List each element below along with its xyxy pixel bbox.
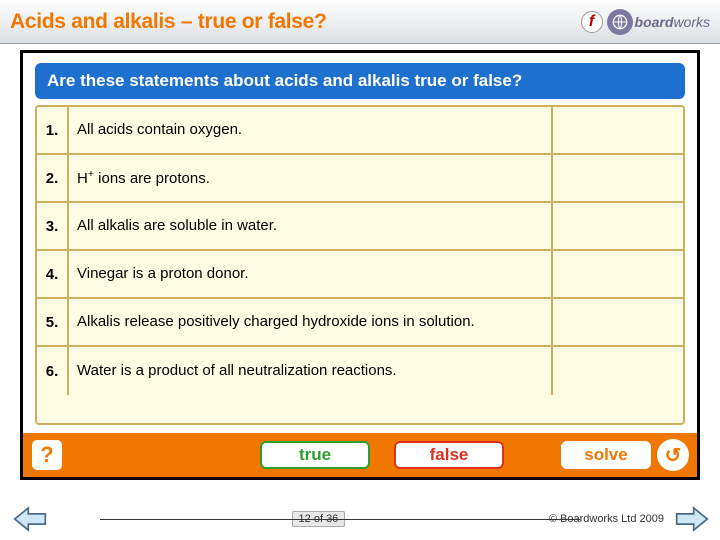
row-statement: All alkalis are soluble in water. — [69, 203, 553, 249]
footer-divider — [100, 519, 580, 520]
page-title: Acids and alkalis – true or false? — [10, 10, 581, 34]
table-row: 1. All acids contain oxygen. — [37, 107, 683, 155]
statements-table: 1. All acids contain oxygen. 2. H+ ions … — [35, 105, 685, 425]
row-answer-slot[interactable] — [553, 299, 683, 345]
row-statement: Alkalis release positively charged hydro… — [69, 299, 553, 345]
reset-button[interactable]: ↺ — [657, 439, 689, 471]
row-number: 4. — [37, 251, 69, 297]
row-number: 1. — [37, 107, 69, 153]
row-number: 2. — [37, 155, 69, 201]
solve-button[interactable]: solve — [561, 441, 651, 469]
row-statement: Vinegar is a proton donor. — [69, 251, 553, 297]
table-row: 2. H+ ions are protons. — [37, 155, 683, 203]
table-row: 5. Alkalis release positively charged hy… — [37, 299, 683, 347]
help-button[interactable]: ? — [31, 439, 63, 471]
boardworks-logo: boardworks — [607, 9, 710, 35]
row-statement: Water is a product of all neutralization… — [69, 347, 553, 395]
logo-text: boardworks — [635, 14, 710, 30]
next-arrow-button[interactable] — [674, 504, 710, 534]
row-answer-slot[interactable] — [553, 203, 683, 249]
true-button[interactable]: true — [260, 441, 370, 469]
row-number: 6. — [37, 347, 69, 395]
logo-area: f boardworks — [581, 9, 710, 35]
table-row: 6. Water is a product of all neutralizat… — [37, 347, 683, 395]
false-button[interactable]: false — [394, 441, 504, 469]
flash-icon: f — [581, 11, 603, 33]
quiz-prompt: Are these statements about acids and alk… — [35, 63, 685, 99]
logo-globe-icon — [607, 9, 633, 35]
table-row: 4. Vinegar is a proton donor. — [37, 251, 683, 299]
quiz-toolbar: ? true false solve ↺ — [23, 433, 697, 477]
table-row: 3. All alkalis are soluble in water. — [37, 203, 683, 251]
footer: 12 of 36 © Boardworks Ltd 2009 — [0, 504, 720, 534]
row-statement: All acids contain oxygen. — [69, 107, 553, 153]
row-answer-slot[interactable] — [553, 155, 683, 201]
row-answer-slot[interactable] — [553, 347, 683, 395]
quiz-frame: Are these statements about acids and alk… — [20, 50, 700, 480]
row-answer-slot[interactable] — [553, 251, 683, 297]
row-number: 5. — [37, 299, 69, 345]
header-bar: Acids and alkalis – true or false? f boa… — [0, 0, 720, 44]
row-statement: H+ ions are protons. — [69, 155, 553, 201]
row-number: 3. — [37, 203, 69, 249]
row-answer-slot[interactable] — [553, 107, 683, 153]
prev-arrow-button[interactable] — [12, 504, 48, 534]
